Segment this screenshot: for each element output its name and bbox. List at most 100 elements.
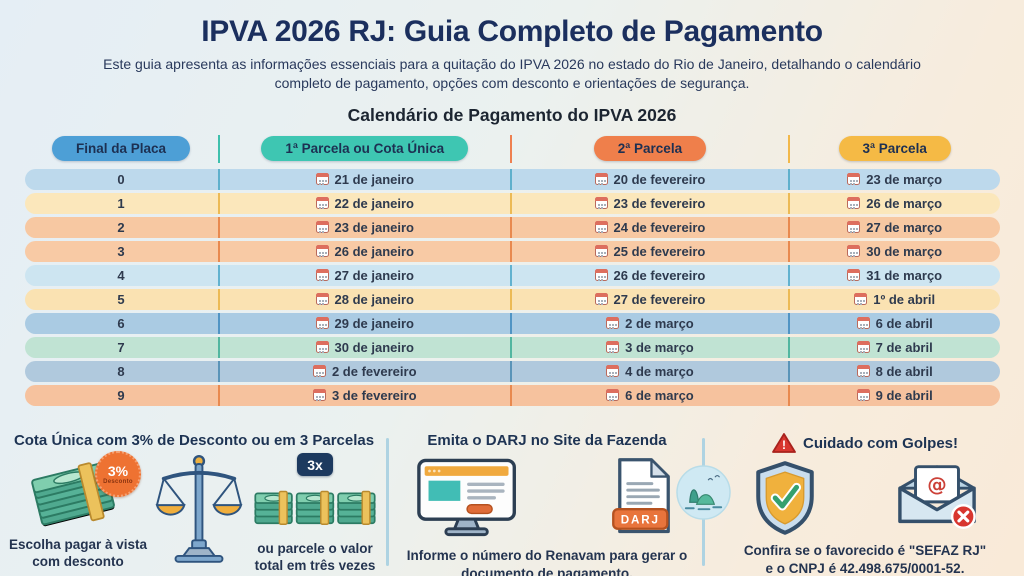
shield-check-icon (756, 461, 814, 535)
parcela3-cell: 23 de março (790, 169, 1000, 190)
parcela2-cell: 20 de fevereiro (512, 168, 790, 190)
date-text: 20 de fevereiro (613, 171, 706, 187)
date-text: 30 de janeiro (334, 339, 414, 355)
calendar-icon (847, 245, 861, 258)
date-text: 29 de janeiro (334, 315, 414, 331)
pay-installments-group: 3x (245, 449, 385, 575)
parcela3-cell: 27 de março (790, 217, 1000, 238)
calendar-icon (594, 269, 608, 282)
calendar-icon (315, 197, 329, 210)
date-text: 27 de janeiro (334, 267, 414, 283)
parcela3-cell: 30 de março (790, 241, 1000, 262)
parcela1-cell: 28 de janeiro (220, 288, 512, 310)
parcela2-cell: 23 de fevereiro (512, 192, 790, 214)
discount-percent: 3% (107, 462, 129, 479)
table-row: 8 2 de fevereiro 4 de março 8 de abril (24, 360, 1000, 382)
table-row: 9 3 de fevereiro 6 de março 9 de abril (24, 384, 1000, 406)
date-text: 6 de março (625, 387, 694, 403)
discount-badge: 3% Desconto (95, 451, 141, 497)
computer-monitor-icon (417, 458, 516, 537)
calendar-icon (594, 245, 608, 258)
calendar-icon (594, 293, 608, 306)
payment-calendar-table: Final da Placa 1ª Parcela ou Cota Única … (24, 134, 1000, 406)
table-row: 5 28 de janeiro 27 de fevereiro 1º de ab… (24, 288, 1000, 310)
date-text: 2 de fevereiro (331, 363, 417, 379)
security-caption-cnpj: 42.498.675/0001-52. (839, 560, 965, 576)
parcela2-cell: 6 de março (512, 384, 790, 406)
balance-scale-icon (155, 454, 243, 563)
parcela2-cell: 24 de fevereiro (512, 216, 790, 238)
plate-digit: 8 (25, 360, 220, 382)
calendar-icon (594, 221, 608, 234)
security-caption-prefix1: Confira se o favorecido é (743, 543, 909, 558)
parcela2-cell: 26 de fevereiro (512, 264, 790, 286)
date-text: 30 de março (866, 243, 943, 259)
calendar-icon (847, 173, 861, 186)
table-body: 0 21 de janeiro 20 de fevereiro 23 de ma… (24, 168, 1000, 406)
parcela1-cell: 3 de fevereiro (220, 384, 512, 406)
date-text: 24 de fevereiro (613, 219, 706, 235)
plate-digit: 2 (25, 216, 220, 238)
table-row: 6 29 de janeiro 2 de março 6 de abril (24, 312, 1000, 334)
caption-pay-installments: ou parcele o valor total em três vezes (254, 541, 376, 573)
calendar-icon (312, 365, 326, 378)
parcela3-cell: 6 de abril (790, 313, 1000, 334)
calendar-icon (856, 317, 870, 330)
table-title: Calendário de Pagamento do IPVA 2026 (347, 104, 677, 125)
warning-mark: ! (782, 438, 786, 452)
parcela1-cell: 26 de janeiro (220, 240, 512, 262)
calendar-icon (856, 341, 870, 354)
date-text: 1º de abril (873, 291, 936, 307)
parcela1-cell: 30 de janeiro (220, 336, 512, 358)
panel-discount: Cota Única com 3% de Desconto ou em 3 Pa… (0, 424, 388, 576)
calendar-icon (312, 389, 326, 402)
footer: Cota Única com 3% de Desconto ou em 3 Pa… (0, 424, 1024, 576)
3x-badge: 3x (297, 453, 333, 476)
parcela3-cell: 26 de março (790, 193, 1000, 214)
date-text: 6 de abril (875, 315, 933, 331)
calendar-icon (315, 293, 329, 306)
plate-digit: 6 (25, 312, 220, 334)
table-row: 7 30 de janeiro 3 de março 7 de abril (24, 336, 1000, 358)
date-text: 28 de janeiro (334, 291, 414, 307)
calendar-icon (315, 317, 329, 330)
date-text: 31 de março (866, 267, 943, 283)
date-text: 23 de fevereiro (613, 195, 706, 211)
date-text: 26 de janeiro (334, 243, 414, 259)
calendar-icon (847, 197, 861, 210)
calendar-icon (606, 365, 620, 378)
darj-doc-label: DARJ (621, 514, 660, 527)
date-text: 26 de março (866, 195, 943, 211)
parcela2-cell: 25 de fevereiro (512, 240, 790, 262)
parcela1-cell: 2 de fevereiro (220, 360, 512, 382)
date-text: 23 de janeiro (334, 219, 414, 235)
table-row: 1 22 de janeiro 23 de fevereiro 26 de ma… (24, 192, 1000, 214)
calendar-icon (315, 341, 329, 354)
column-header-parcela2: 2ª Parcela (512, 134, 790, 163)
plate-digit: 4 (25, 264, 220, 286)
plate-digit: 7 (25, 336, 220, 358)
parcela2-cell: 4 de março (512, 360, 790, 382)
parcela3-cell: 1º de abril (790, 289, 1000, 310)
calendar-icon (315, 173, 329, 186)
scale-group (153, 449, 245, 572)
email-scam-icon: @ (898, 465, 976, 529)
calendar-icon (315, 269, 329, 282)
parcela1-cell: 27 de janeiro (220, 264, 512, 286)
date-text: 26 de fevereiro (613, 267, 706, 283)
plate-digit: 1 (25, 192, 220, 214)
header-pill: 1ª Parcela ou Cota Única (261, 136, 469, 162)
parcela1-cell: 21 de janeiro (220, 168, 512, 190)
date-text: 25 de fevereiro (613, 243, 706, 259)
column-header-parcela3: 3ª Parcela (790, 135, 1000, 163)
date-text: 21 de janeiro (334, 171, 414, 187)
calendar-icon (606, 389, 620, 402)
warning-triangle-icon: ! (772, 433, 796, 453)
parcela1-cell: 23 de janeiro (220, 216, 512, 238)
table-row: 4 27 de janeiro 26 de fevereiro 31 de ma… (24, 264, 1000, 286)
date-text: 9 de abril (875, 387, 933, 403)
plate-digit: 5 (25, 288, 220, 310)
panel-darj: Emita o DARJ no Site da Fazenda (388, 424, 706, 576)
date-text: 27 de fevereiro (613, 291, 706, 307)
